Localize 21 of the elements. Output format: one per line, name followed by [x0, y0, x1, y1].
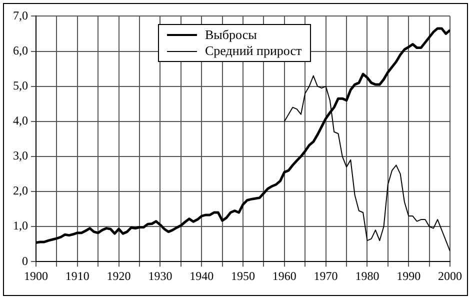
x-tick-label: 1920	[106, 268, 131, 283]
x-tick-label: 1940	[190, 268, 214, 283]
legend-label: Средний прирост	[205, 43, 302, 59]
x-tick-label: 1950	[231, 268, 255, 283]
x-tick-label: 1980	[355, 268, 380, 283]
y-tick-label: 6,0	[13, 43, 28, 58]
x-tick-label: 1970	[314, 268, 338, 283]
y-tick-label: 0	[22, 254, 28, 268]
y-tick-label: 1,0	[13, 218, 28, 233]
y-tick-label: 4,0	[13, 114, 28, 128]
y-tick-label: 5,0	[13, 78, 28, 92]
y-tick-label: 7,0	[13, 8, 28, 22]
y-tick-label: 3,0	[13, 148, 28, 163]
x-tick-label: 1930	[148, 268, 172, 283]
legend-label: Выбросы	[205, 27, 257, 43]
x-tick-label: 2000	[438, 268, 462, 283]
x-tick-label: 1990	[396, 268, 421, 283]
y-tick-label: 2,0	[13, 184, 28, 198]
x-tick-label: 1910	[65, 268, 90, 283]
x-tick-label: 1960	[272, 268, 296, 283]
x-tick-label: 1900	[24, 268, 48, 283]
